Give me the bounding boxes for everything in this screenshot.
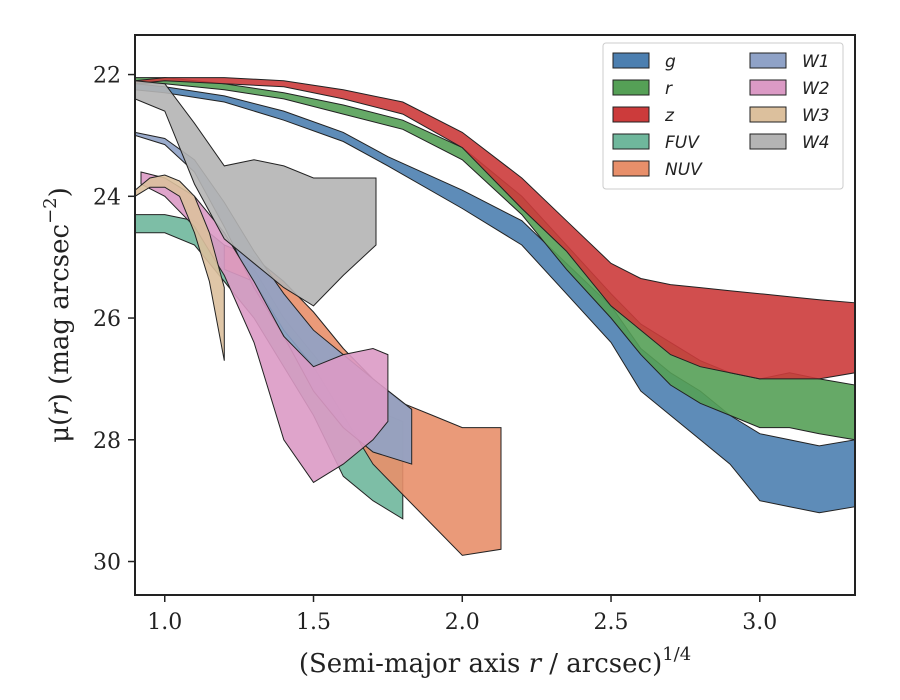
x-tick-label: 3.0 [742,610,777,635]
legend-label-FUV: FUV [665,133,700,153]
legend-label-W4: W4 [802,133,830,153]
x-ticks: 1.0 1.5 2.0 2.5 3.0 [147,595,777,635]
y-tick-label: 26 [93,307,121,332]
x-axis-label-sup: 1/4 [662,644,691,665]
x-axis-label: (Semi-major axis r / arcsec)1/4 [299,644,691,679]
y-axis-label-end: ) [45,187,75,197]
legend-swatch-z [612,106,650,123]
y-axis-label-rest: ) (mag arcsec [45,224,75,403]
legend-label-z: z [664,106,675,126]
legend-label-W2: W2 [802,79,830,99]
x-axis-label-var: r [529,649,543,679]
legend-swatch-NUV [612,160,650,177]
y-axis-label-var: r [45,402,75,416]
legend-label-r: r [665,79,673,99]
legend-swatch-W2 [749,79,787,96]
legend-items: grz FUV NUV W1 W2 W3 W4 [612,52,830,180]
legend-swatch-r [612,79,650,96]
x-tick-label: 1.5 [296,610,331,635]
legend-label-W3: W3 [802,106,830,126]
y-ticks: 22 24 26 28 30 [93,64,135,576]
legend-swatch-W4 [749,133,787,150]
x-tick-label: 1.0 [147,610,182,635]
legend: grz FUV NUV W1 W2 W3 W4 [602,42,844,190]
x-tick-label: 2.0 [445,610,480,635]
legend-swatch-W1 [749,52,787,69]
y-tick-label: 30 [93,551,121,576]
x-axis-label-rest: / arcsec) [541,649,662,679]
legend-label-g: g [665,52,676,72]
y-axis-label-main: μ( [45,416,75,443]
y-axis-label: μ(r) (mag arcsec−2) [40,187,75,443]
plot-frame [134,34,856,596]
band-series-group [134,77,856,556]
band-W4 [134,80,377,307]
band-W3 [134,174,225,361]
x-tick-label: 2.5 [594,610,629,635]
y-tick-label: 24 [93,185,121,210]
legend-label-W1: W1 [802,52,830,72]
y-axis-label-sup: −2 [40,197,61,224]
legend-label-NUV: NUV [665,160,703,180]
legend-swatch-g [612,52,650,69]
legend-swatch-W3 [749,106,787,123]
x-axis-label-main: (Semi-major axis [299,649,529,679]
y-tick-label: 22 [93,64,121,89]
legend-swatch-FUV [612,133,650,150]
y-tick-label: 28 [93,429,121,454]
